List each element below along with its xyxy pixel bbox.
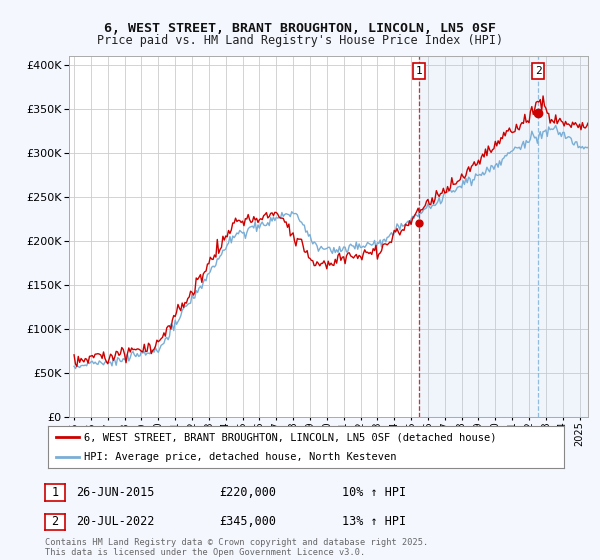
Text: 13% ↑ HPI: 13% ↑ HPI bbox=[342, 515, 406, 529]
Text: 20-JUL-2022: 20-JUL-2022 bbox=[76, 515, 155, 529]
Text: 2: 2 bbox=[52, 515, 58, 529]
Text: 6, WEST STREET, BRANT BROUGHTON, LINCOLN, LN5 0SF: 6, WEST STREET, BRANT BROUGHTON, LINCOLN… bbox=[104, 22, 496, 35]
Text: £220,000: £220,000 bbox=[219, 486, 276, 500]
Text: 10% ↑ HPI: 10% ↑ HPI bbox=[342, 486, 406, 500]
Text: £345,000: £345,000 bbox=[219, 515, 276, 529]
Text: Price paid vs. HM Land Registry's House Price Index (HPI): Price paid vs. HM Land Registry's House … bbox=[97, 34, 503, 46]
Text: 1: 1 bbox=[52, 486, 58, 500]
Text: 1: 1 bbox=[416, 66, 422, 76]
Text: 2: 2 bbox=[535, 66, 542, 76]
Text: 26-JUN-2015: 26-JUN-2015 bbox=[76, 486, 155, 500]
Text: 6, WEST STREET, BRANT BROUGHTON, LINCOLN, LN5 0SF (detached house): 6, WEST STREET, BRANT BROUGHTON, LINCOLN… bbox=[84, 432, 497, 442]
Bar bbox=[419, 56, 588, 417]
Text: HPI: Average price, detached house, North Kesteven: HPI: Average price, detached house, Nort… bbox=[84, 452, 397, 462]
Text: Contains HM Land Registry data © Crown copyright and database right 2025.
This d: Contains HM Land Registry data © Crown c… bbox=[45, 538, 428, 557]
